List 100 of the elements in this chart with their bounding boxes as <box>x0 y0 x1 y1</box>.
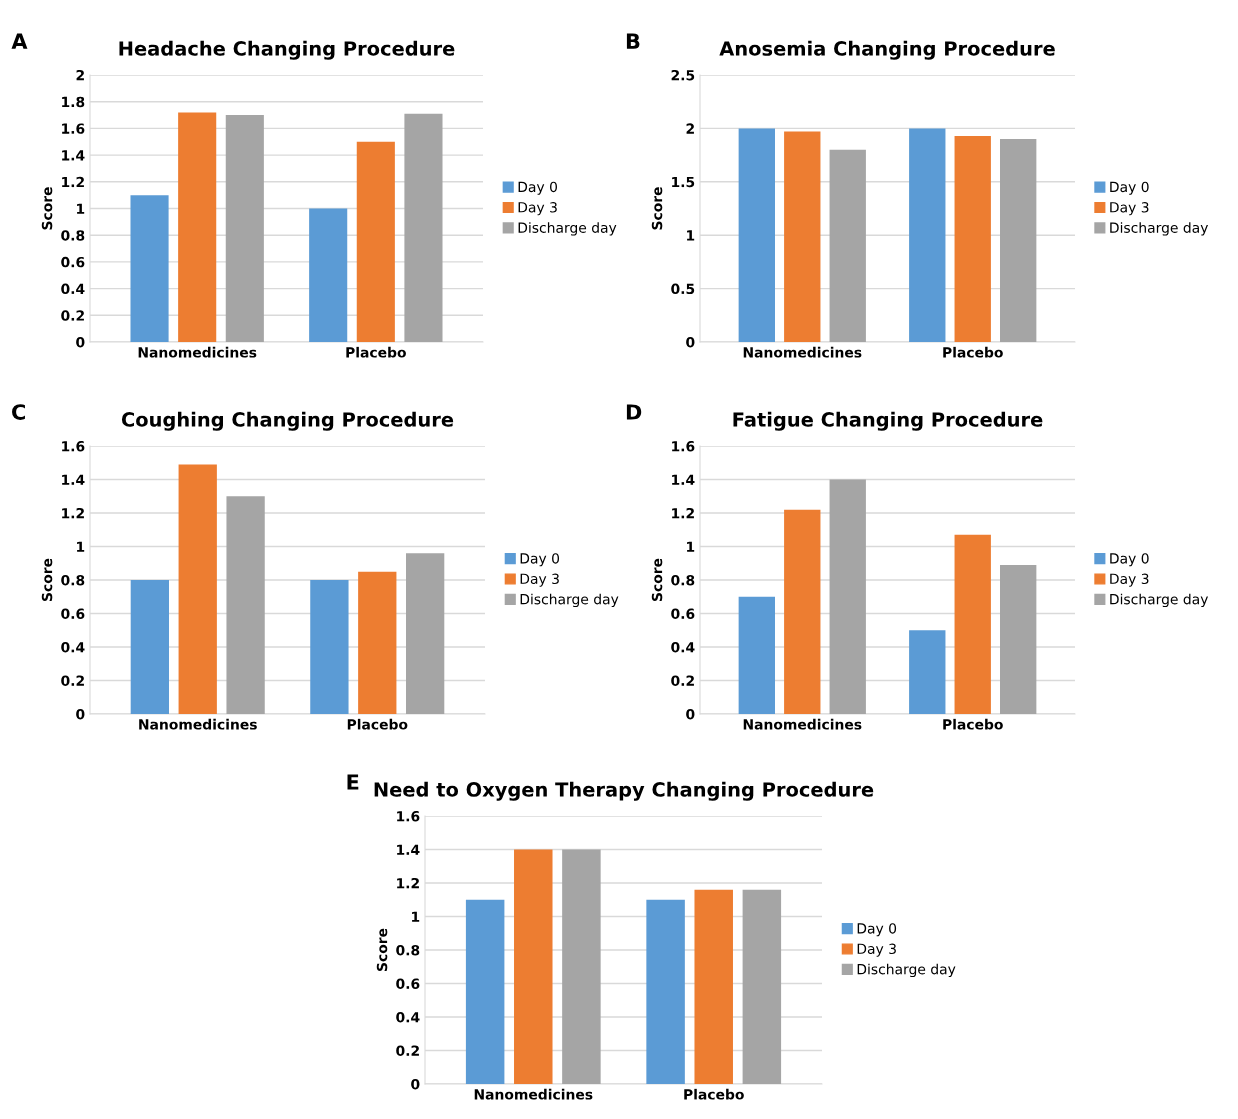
y-tick-label: 0.4 <box>61 283 85 295</box>
y-tick-label: 0.2 <box>61 675 84 686</box>
y-tick-label: 0.6 <box>61 256 85 268</box>
y-tick-label: 0.2 <box>61 310 84 321</box>
y-tick-label: 1.6 <box>397 810 420 822</box>
chart-title: Headache Changing Procedure <box>119 40 455 60</box>
legend-label: Discharge day <box>857 963 956 978</box>
chart-title: Need to Oxygen Therapy Changing Procedure <box>374 781 874 801</box>
bar <box>514 849 553 1084</box>
bar <box>309 208 348 342</box>
bar <box>738 596 775 714</box>
y-tick-label: 0.5 <box>671 283 695 295</box>
bar <box>1000 139 1037 342</box>
y-tick-label: 1.2 <box>397 877 419 889</box>
y-tick-label: 1.6 <box>62 123 85 134</box>
bar <box>909 630 946 714</box>
chart-title: Anosemia Changing Procedure <box>719 40 1055 60</box>
x-tick-label: Placebo <box>346 346 406 358</box>
legend-label: Day 3 <box>518 202 557 216</box>
y-tick-label: 1.6 <box>672 440 695 452</box>
legend-label: Day 0 <box>857 923 897 937</box>
x-tick-label: Nanomedicines <box>138 346 257 358</box>
legend-label: Day 0 <box>520 553 560 567</box>
legend-label: Day 0 <box>1110 553 1149 567</box>
y-tick-label: 0.8 <box>671 574 695 586</box>
bar <box>225 115 264 342</box>
bar <box>406 553 445 714</box>
bar <box>784 509 821 714</box>
bar <box>178 112 217 342</box>
y-tick-label: 1.4 <box>672 474 695 485</box>
bar <box>130 580 169 714</box>
y-tick-label: 1.8 <box>62 96 85 108</box>
y-tick-label: 1 <box>687 230 695 241</box>
y-axis-title: Score <box>651 187 663 230</box>
y-axis-title: Score <box>376 928 388 972</box>
legend-label: Discharge day <box>1110 593 1208 608</box>
y-axis-title: Score <box>41 187 53 230</box>
bar <box>694 889 733 1084</box>
legend-label: Day 0 <box>518 181 557 195</box>
y-tick-label: 1 <box>77 203 85 214</box>
bar <box>358 571 397 714</box>
bar <box>404 113 443 342</box>
x-tick-label: Placebo <box>943 346 1003 358</box>
bar <box>226 496 265 714</box>
bar <box>562 849 601 1084</box>
bar <box>178 464 217 714</box>
bar <box>738 128 775 342</box>
text: D <box>626 404 642 420</box>
y-tick-label: 0.8 <box>61 230 85 241</box>
text: C <box>12 404 25 420</box>
y-tick-label: 1 <box>687 541 695 552</box>
y-tick-label: 0 <box>76 336 85 348</box>
y-axis-title: Score <box>651 558 663 602</box>
x-tick-label: Nanomedicines <box>743 346 862 358</box>
legend-label: Day 3 <box>857 943 896 957</box>
y-tick-label: 0 <box>686 708 695 720</box>
y-tick-label: 0 <box>76 708 85 720</box>
y-tick-label: 0.4 <box>671 641 695 653</box>
y-tick-label: 1.2 <box>62 507 84 519</box>
y-tick-label: 2.5 <box>671 69 695 81</box>
text: E <box>347 774 359 790</box>
y-tick-label: 1.4 <box>62 474 85 485</box>
bar <box>356 141 395 342</box>
y-tick-label: 1.4 <box>62 150 85 161</box>
bar <box>954 534 991 714</box>
y-tick-label: 1.2 <box>62 176 84 188</box>
bar <box>310 580 349 714</box>
y-tick-label: 0.8 <box>61 574 85 586</box>
legend-label: Day 0 <box>1110 181 1149 195</box>
y-tick-label: 0.2 <box>396 1045 419 1056</box>
y-tick-label: 0.8 <box>396 944 420 956</box>
y-tick-label: 0.6 <box>671 608 695 619</box>
legend-label: Day 3 <box>1110 573 1149 587</box>
x-tick-label: Placebo <box>943 718 1003 730</box>
y-tick-label: 1.4 <box>397 844 420 855</box>
legend-label: Discharge day <box>1110 222 1208 236</box>
y-tick-label: 0.2 <box>671 675 694 686</box>
bar <box>829 479 866 714</box>
text: B <box>626 33 640 49</box>
bar <box>1000 564 1037 714</box>
x-tick-label: Nanomedicines <box>139 718 257 730</box>
chart-title: Coughing Changing Procedure <box>121 411 454 431</box>
bar <box>646 899 685 1084</box>
bar <box>130 195 169 342</box>
y-tick-label: 1 <box>412 911 420 922</box>
chart-title: Fatigue Changing Procedure <box>733 411 1043 431</box>
bar <box>909 128 946 342</box>
y-tick-label: 1.6 <box>62 440 85 452</box>
y-tick-label: 2 <box>686 123 694 134</box>
y-tick-label: 0 <box>411 1078 420 1090</box>
y-tick-label: 0.6 <box>61 608 85 619</box>
legend-label: Day 3 <box>520 573 559 587</box>
legend-label: Discharge day <box>520 593 619 608</box>
y-tick-label: 0.4 <box>396 1011 420 1023</box>
y-tick-label: 1.2 <box>672 507 694 519</box>
y-axis-title: Score <box>41 558 53 602</box>
x-tick-label: Placebo <box>684 1088 744 1100</box>
y-tick-label: 1.5 <box>672 176 695 188</box>
text: A <box>11 33 28 49</box>
y-tick-label: 2 <box>76 69 84 81</box>
